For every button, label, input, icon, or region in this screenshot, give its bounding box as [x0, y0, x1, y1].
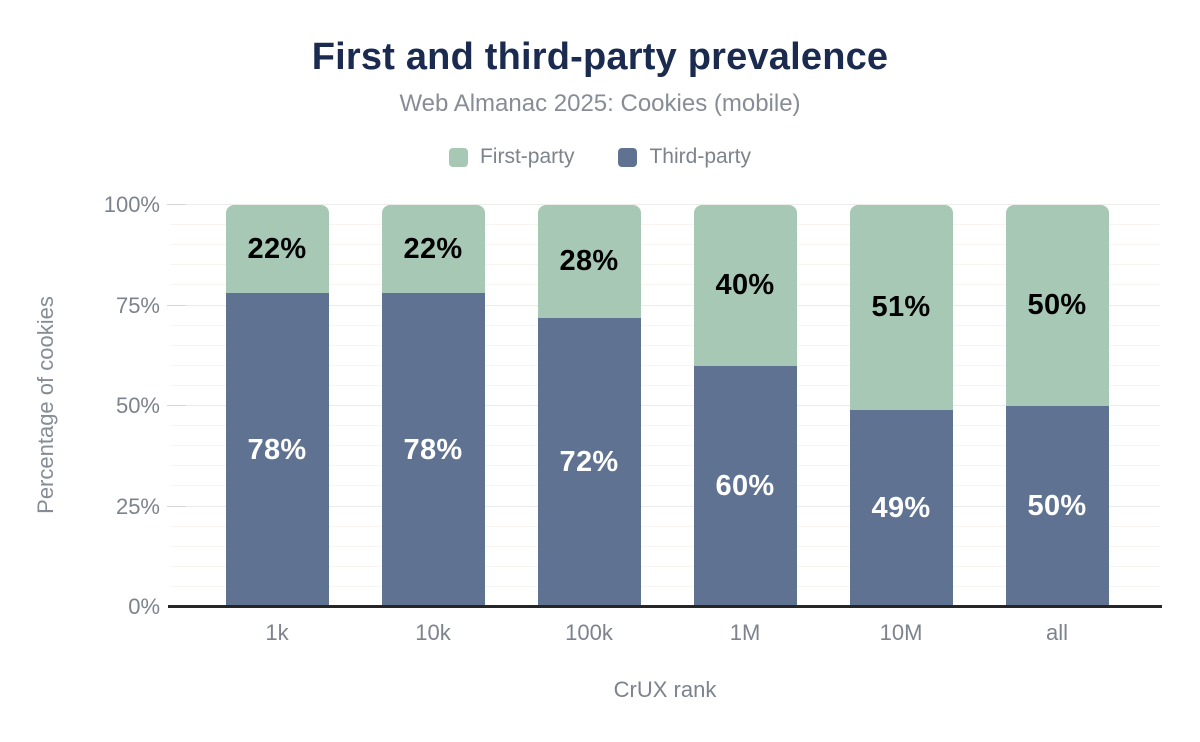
minor-gridline — [170, 465, 1160, 467]
minor-gridline — [170, 224, 1160, 226]
x-tick-label-100k: 100k — [565, 620, 613, 645]
x-axis-title: CrUX rank — [613, 677, 717, 702]
bar-group-10M: 51% 49% — [849, 205, 953, 607]
legend-item-third-party[interactable]: Third-party — [618, 145, 751, 169]
x-tick-label-10M: 10M — [879, 620, 923, 645]
bar-value-label: 22% — [403, 232, 463, 265]
y-axis-tickmark — [167, 304, 186, 306]
bar-segment-first-party-1M: 40% — [693, 205, 797, 366]
first-party-swatch-icon — [448, 147, 468, 167]
minor-gridline — [170, 344, 1160, 346]
major-gridline — [170, 204, 1160, 205]
minor-gridline — [170, 485, 1160, 487]
bar-value-label: 22% — [247, 232, 307, 265]
minor-gridline — [170, 384, 1160, 386]
bar-segment-third-party-1k: 78% — [225, 293, 329, 607]
bar-value-label: 28% — [559, 244, 619, 277]
minor-gridline — [170, 445, 1160, 447]
y-tick-label: 100% — [103, 192, 160, 217]
chart-title: First and third-party prevalence — [311, 36, 889, 78]
y-axis-tickmark — [167, 505, 186, 507]
minor-gridline — [170, 545, 1160, 547]
major-gridline — [170, 304, 1160, 306]
legend-label-first-party: First-party — [479, 145, 575, 168]
bar-value-label: 50% — [1027, 289, 1087, 321]
x-tick-label-1M: 1M — [729, 620, 761, 645]
y-axis-tickmark — [167, 405, 186, 406]
bar-group-10k: 22% 78% — [381, 205, 485, 607]
bar-segment-first-party-all: 50% — [1005, 205, 1109, 406]
x-axis-line — [168, 605, 1162, 608]
y-tick-label: 25% — [115, 493, 160, 519]
bar-value-label: 50% — [1027, 490, 1087, 522]
bar-value-label: 49% — [871, 492, 931, 525]
bar-value-label: 78% — [403, 433, 463, 466]
x-tick-label-10k: 10k — [415, 620, 451, 645]
bar-segment-first-party-10k: 22% — [381, 205, 485, 294]
plot-area: 22% 78% 22% 78% 28% 72% 40% 60% 51% 49% 50% 50% — [167, 204, 1160, 607]
bar-segment-third-party-1M: 60% — [693, 365, 797, 607]
minor-gridline — [170, 525, 1160, 527]
bar-segment-third-party-10M: 49% — [849, 410, 953, 607]
minor-gridline — [170, 324, 1160, 326]
bar-segment-first-party-100k: 28% — [537, 205, 641, 318]
legend-label-third-party: Third-party — [649, 145, 752, 168]
y-axis-title: Percentage of cookies — [33, 296, 58, 514]
y-tick-label: 75% — [115, 292, 160, 318]
legend-item-first-party[interactable]: First-party — [448, 145, 575, 169]
minor-gridline — [170, 284, 1160, 286]
bar-segment-third-party-all: 50% — [1005, 406, 1109, 607]
bar-value-label: 72% — [559, 445, 619, 478]
major-gridline — [170, 505, 1160, 507]
y-tick-label: 0% — [128, 594, 160, 619]
bar-segment-third-party-100k: 72% — [537, 317, 641, 607]
bar-value-label: 51% — [871, 291, 931, 324]
bar-group-1M: 40% 60% — [693, 205, 797, 607]
bar-group-all: 50% 50% — [1005, 205, 1109, 607]
bar-group-1k: 22% 78% — [225, 205, 329, 607]
bar-value-label: 40% — [715, 268, 775, 301]
bar-value-label: 78% — [247, 433, 307, 466]
bar-group-100k: 28% 72% — [537, 205, 641, 607]
y-tick-label: 50% — [115, 393, 160, 418]
minor-gridline — [170, 364, 1160, 366]
minor-gridline — [170, 585, 1160, 587]
x-tick-label-1k: 1k — [265, 620, 289, 645]
third-party-swatch-icon — [618, 147, 638, 167]
chart-subtitle: Web Almanac 2025: Cookies (mobile) — [399, 90, 801, 117]
y-axis-tickmark — [167, 204, 186, 205]
legend: First-party Third-party — [0, 144, 1200, 170]
minor-gridline — [170, 244, 1160, 246]
bar-segment-first-party-1k: 22% — [225, 205, 329, 294]
minor-gridline — [170, 264, 1160, 266]
bar-value-label: 60% — [715, 469, 775, 502]
bar-segment-first-party-10M: 51% — [849, 205, 953, 411]
x-tick-label-all: all — [1045, 620, 1068, 645]
bar-segment-third-party-10k: 78% — [381, 293, 485, 607]
minor-gridline — [170, 565, 1160, 567]
minor-gridline — [170, 425, 1160, 427]
major-gridline — [170, 405, 1160, 406]
